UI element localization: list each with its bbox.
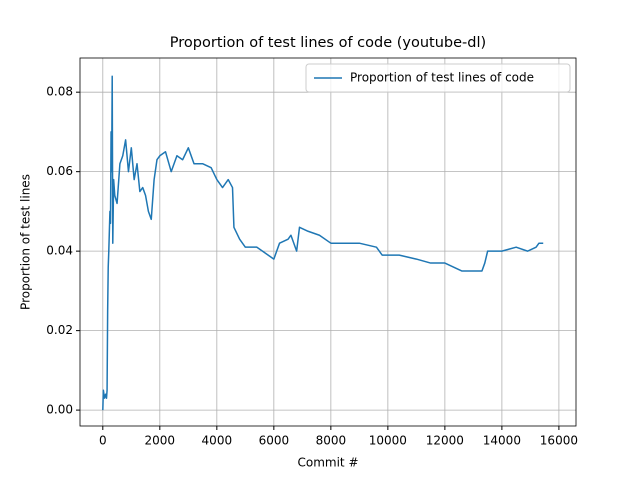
y-tick-label: 0.06 — [46, 164, 73, 178]
x-tick-label: 14000 — [483, 434, 521, 448]
y-axis-label: Proportion of test lines — [19, 174, 33, 310]
chart-title: Proportion of test lines of code (youtub… — [170, 35, 486, 51]
plot-frame — [79, 57, 577, 427]
x-tick-label: 4000 — [202, 434, 233, 448]
y-tick-label: 0.08 — [46, 85, 73, 99]
data-line — [102, 75, 544, 411]
x-tick-label: 16000 — [540, 434, 578, 448]
y-tick-label: 0.04 — [46, 244, 73, 258]
x-tick-label: 10000 — [369, 434, 407, 448]
legend-label: Proportion of test lines of code — [350, 71, 534, 85]
x-tick-label: 2000 — [145, 434, 176, 448]
y-tick-label: 0.02 — [46, 323, 73, 337]
x-tick-label: 12000 — [426, 434, 464, 448]
x-tick-label: 8000 — [316, 434, 347, 448]
x-axis-label: Commit # — [297, 456, 358, 470]
y-tick-label: 0.00 — [46, 403, 73, 417]
legend-box — [305, 63, 571, 93]
x-tick-label: 0 — [99, 434, 107, 448]
x-tick-label: 6000 — [259, 434, 290, 448]
